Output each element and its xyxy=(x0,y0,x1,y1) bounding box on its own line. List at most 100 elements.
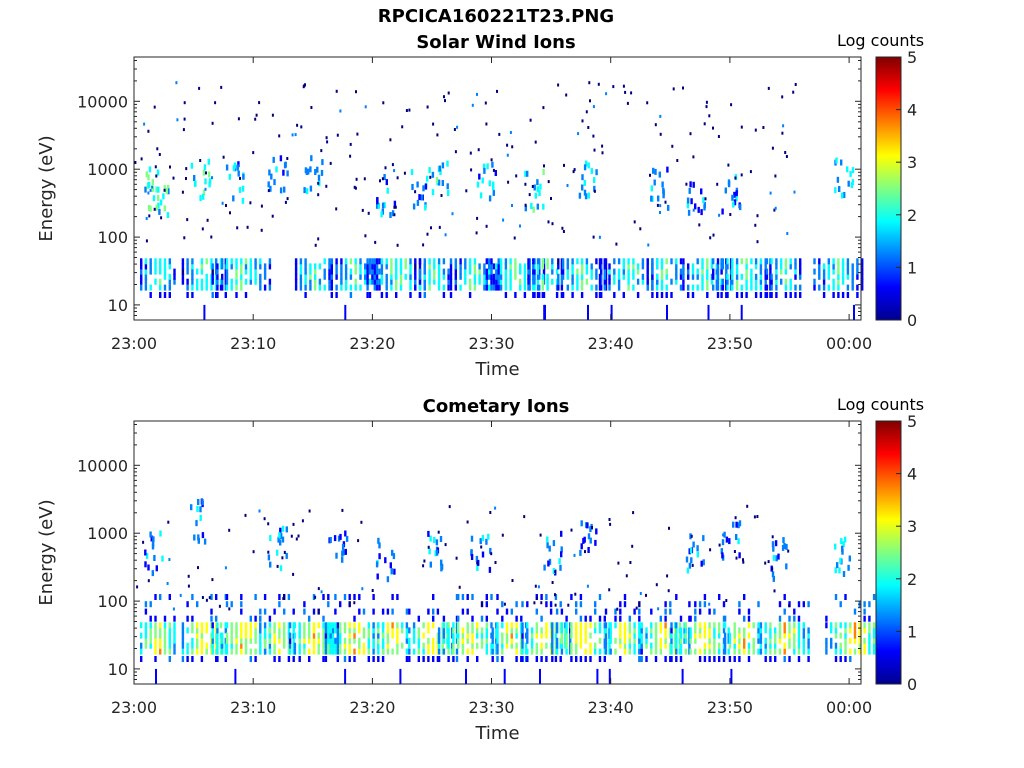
p1-cell xyxy=(208,178,212,185)
p2-cell xyxy=(181,648,185,655)
p2-cell xyxy=(669,648,672,655)
p1-cell xyxy=(488,258,491,265)
p2-cell xyxy=(793,632,796,639)
p1-cell xyxy=(149,205,152,212)
p1-scatter-point xyxy=(515,174,518,178)
p1-cell xyxy=(745,284,748,291)
p1-cell xyxy=(373,263,376,270)
p1-cell xyxy=(485,258,488,265)
p1-cell xyxy=(627,263,630,270)
p2-scatter-point xyxy=(668,526,670,530)
p1-cell xyxy=(794,263,797,270)
p2-cell xyxy=(788,642,791,649)
p1-cell xyxy=(359,263,362,270)
p2-cell xyxy=(774,648,777,655)
p1-x-tick-label: 23:20 xyxy=(349,334,395,353)
p2-cell xyxy=(481,535,485,541)
p2-scatter-point xyxy=(448,505,451,509)
p2-cell xyxy=(353,615,356,622)
p1-cell xyxy=(861,284,864,291)
p1-cell xyxy=(646,263,649,270)
p1-cell xyxy=(706,292,709,298)
p2-cell xyxy=(154,656,157,662)
p2-cell xyxy=(303,608,306,615)
p2-cell xyxy=(872,627,876,634)
p2-cell xyxy=(249,632,252,639)
p1-cell xyxy=(735,273,739,280)
p2-cell xyxy=(722,622,726,629)
p2-cell xyxy=(446,627,449,634)
p1-cell xyxy=(221,263,224,270)
p1-cell xyxy=(538,273,541,280)
p2-cell xyxy=(210,648,213,655)
p1-cell xyxy=(269,185,272,192)
p2-cell xyxy=(521,622,524,629)
p2-cell xyxy=(168,632,171,639)
p2-cell xyxy=(841,548,844,555)
p2-scatter-point xyxy=(252,550,255,554)
p1-cell xyxy=(555,278,559,285)
p1-cell xyxy=(207,158,210,165)
p1-cell xyxy=(211,292,214,298)
p2-cell xyxy=(793,642,796,649)
p2-cell xyxy=(633,642,636,649)
p2-cell xyxy=(526,601,529,608)
p2-cell xyxy=(496,632,499,639)
p1-cell xyxy=(194,180,197,187)
p2-scatter-point xyxy=(540,601,543,605)
p1-cell xyxy=(687,284,690,291)
p1-cell xyxy=(566,263,569,270)
p2-cell xyxy=(149,615,152,622)
p2-cell xyxy=(259,632,262,639)
p2-cell xyxy=(288,642,292,649)
p2-cell xyxy=(221,642,224,649)
p1-cell xyxy=(646,273,649,280)
p1-cell xyxy=(173,268,176,275)
p2-cell xyxy=(548,558,552,565)
p1-cell xyxy=(851,179,855,186)
p2-cell xyxy=(196,648,199,655)
p2-cell xyxy=(673,648,677,655)
p2-cell xyxy=(670,648,673,655)
p2-cell xyxy=(196,622,199,629)
p2-cell xyxy=(396,648,399,655)
p2-cell xyxy=(501,656,504,662)
p1-cell xyxy=(459,268,462,275)
p2-cell xyxy=(151,543,155,550)
p1-cell xyxy=(424,183,428,190)
p2-cell xyxy=(244,622,248,629)
p1-cell xyxy=(433,273,436,280)
p1-cell xyxy=(378,284,381,291)
p2-scatter-point xyxy=(787,549,790,553)
p1-cell xyxy=(267,181,270,188)
p2-cell xyxy=(664,637,667,644)
p2-cell xyxy=(377,537,380,544)
p2-cell xyxy=(317,642,320,649)
p2-cell xyxy=(339,632,342,639)
p2-cell xyxy=(240,622,243,629)
p2-cell xyxy=(830,637,833,644)
p2-cell xyxy=(521,632,524,639)
p1-cell xyxy=(528,268,531,275)
p2-cell xyxy=(565,642,568,649)
p2-cell xyxy=(769,642,772,649)
p1-cell xyxy=(532,284,535,291)
p1-cell xyxy=(542,292,546,298)
p1-cell xyxy=(468,284,472,291)
p1-cell xyxy=(492,181,495,188)
p1-cell xyxy=(380,268,384,275)
p2-cell xyxy=(457,615,460,622)
p1-cell xyxy=(481,177,484,184)
p2-cell xyxy=(584,627,587,634)
p1-cell xyxy=(646,268,649,275)
p2-cell xyxy=(520,637,523,644)
p2-cell xyxy=(154,627,157,634)
p2-scatter-point xyxy=(767,560,770,564)
p1-cell xyxy=(775,284,778,291)
p2-cell xyxy=(451,632,454,639)
p2-cell xyxy=(173,632,176,639)
p1-cell xyxy=(504,278,508,285)
p1-cell xyxy=(532,268,535,275)
p2-cell xyxy=(684,648,687,655)
p2-cell xyxy=(293,642,297,649)
